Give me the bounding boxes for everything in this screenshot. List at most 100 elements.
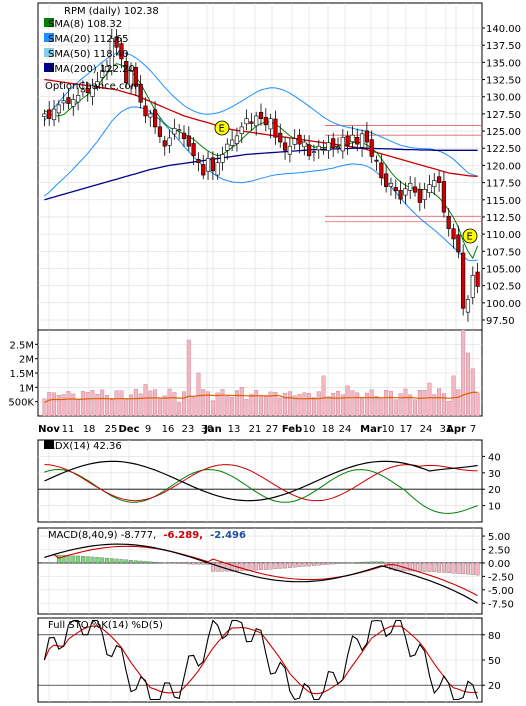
macd-hist-bar [95, 557, 100, 564]
macd-hist-bar [446, 562, 451, 573]
candle-body [446, 215, 451, 229]
macd-hist-bar [311, 562, 316, 566]
macd-hist-bar [249, 562, 254, 571]
macd-hist-bar [283, 562, 288, 569]
macd-hist-bar [461, 562, 466, 575]
sto-label: Full STO %K(14) %D(5) [48, 620, 163, 631]
candle-body [427, 184, 432, 194]
macd-hist-bar [374, 561, 379, 564]
candle-body [138, 83, 143, 103]
candle-body [263, 117, 268, 126]
macd-hist-bar [162, 562, 167, 564]
volume-bar [61, 394, 66, 417]
volume-bar [182, 391, 186, 417]
macd-hist-bar [42, 562, 47, 564]
volume-bar [85, 392, 90, 417]
macd-hist-bar [345, 562, 350, 564]
macd-hist-bar [369, 561, 374, 564]
volume-bar [105, 395, 109, 417]
volume-bar [80, 391, 85, 417]
price-tick-label: 105.00 [486, 264, 521, 275]
macd-tick-label: 0.00 [488, 559, 510, 570]
candle-body [302, 141, 307, 148]
volume-bar [225, 395, 230, 417]
candle-body [196, 158, 201, 163]
candle-body [432, 180, 437, 188]
volume-bar [331, 393, 336, 417]
volume-bar [379, 398, 384, 417]
macd-hist-bar [114, 558, 119, 564]
volume-bar [369, 389, 374, 417]
adx-frame [37, 439, 483, 523]
x-tick-label: 11 [62, 424, 75, 435]
x-tick-label: Nov [38, 424, 60, 435]
volume-bar [71, 393, 76, 417]
macd-panel: 5.00 2.50 0.00 -2.50 -5.00 -7.50 MACD(8,40,9)… [37, 527, 514, 615]
volume-bar [340, 394, 345, 417]
x-tick-label: 24 [420, 424, 433, 435]
volume-bar [254, 390, 259, 417]
macd-hist-bar [278, 562, 283, 569]
volume-bar [292, 395, 297, 417]
volume-bar [172, 392, 177, 417]
candle-body [326, 142, 331, 151]
volume-bar [446, 400, 451, 417]
candle-body [215, 162, 220, 176]
macd-signal-line [44, 545, 478, 597]
macd-hist-bar [186, 562, 191, 565]
adx-tick-label: 20 [488, 485, 501, 496]
macd-hist-bar [153, 561, 158, 564]
macd-hist-bar [52, 562, 56, 564]
legend-label: SMA(200) 122.20 [48, 64, 135, 75]
x-tick-label: 27 [266, 424, 279, 435]
adx-tick-label: 10 [488, 502, 501, 513]
volume-bar [153, 389, 158, 417]
candle-body [369, 139, 374, 157]
earnings-marker [214, 120, 230, 136]
macd-hist-bar [297, 562, 302, 567]
candle-body [71, 99, 76, 107]
macd-hist-bar [66, 555, 71, 564]
macd-hist-bar [47, 562, 52, 564]
macd-hist-bar [456, 562, 461, 574]
volume-bar [234, 390, 239, 417]
volume-bar [389, 391, 393, 417]
price-tick-label: 107.50 [486, 247, 521, 258]
macd-hist-bar [417, 562, 422, 572]
candle-body [47, 109, 52, 119]
x-tick-label: 7 [470, 424, 476, 435]
volume-bar [201, 389, 206, 417]
legend-swatch [44, 63, 54, 72]
volume-bar [177, 402, 182, 417]
volume-bar [374, 396, 379, 417]
volume-bar [66, 391, 71, 417]
macd-frame [37, 527, 483, 615]
candle-body [80, 89, 86, 93]
candle-body [133, 67, 138, 87]
adx-legend-swatch [44, 440, 54, 449]
volume-bar [456, 389, 461, 417]
volume-bar [230, 397, 235, 417]
volume-bar [287, 391, 292, 417]
volume-bar [422, 390, 427, 417]
x-tick-label: 31 [440, 424, 453, 435]
volume-bar [408, 394, 413, 417]
volume-bar [52, 392, 56, 417]
volume-bar [90, 390, 95, 417]
macd-hist-bar [167, 562, 172, 564]
volume-bar [138, 393, 143, 417]
price-tick-label: 137.50 [486, 41, 521, 52]
x-tick-label: 16 [162, 424, 175, 435]
price-tick-label: 127.50 [486, 110, 521, 121]
candle-body [90, 85, 95, 97]
macd-hist-bar [196, 562, 201, 565]
candle-body [422, 189, 427, 200]
sto-tick-label: 50 [488, 656, 501, 667]
candle-body [364, 130, 369, 143]
macd-hist-value: -2.496 [210, 530, 246, 541]
volume-bar [302, 392, 307, 417]
candle-body [172, 128, 177, 135]
candle-body [417, 189, 422, 203]
candle-body [316, 145, 321, 151]
